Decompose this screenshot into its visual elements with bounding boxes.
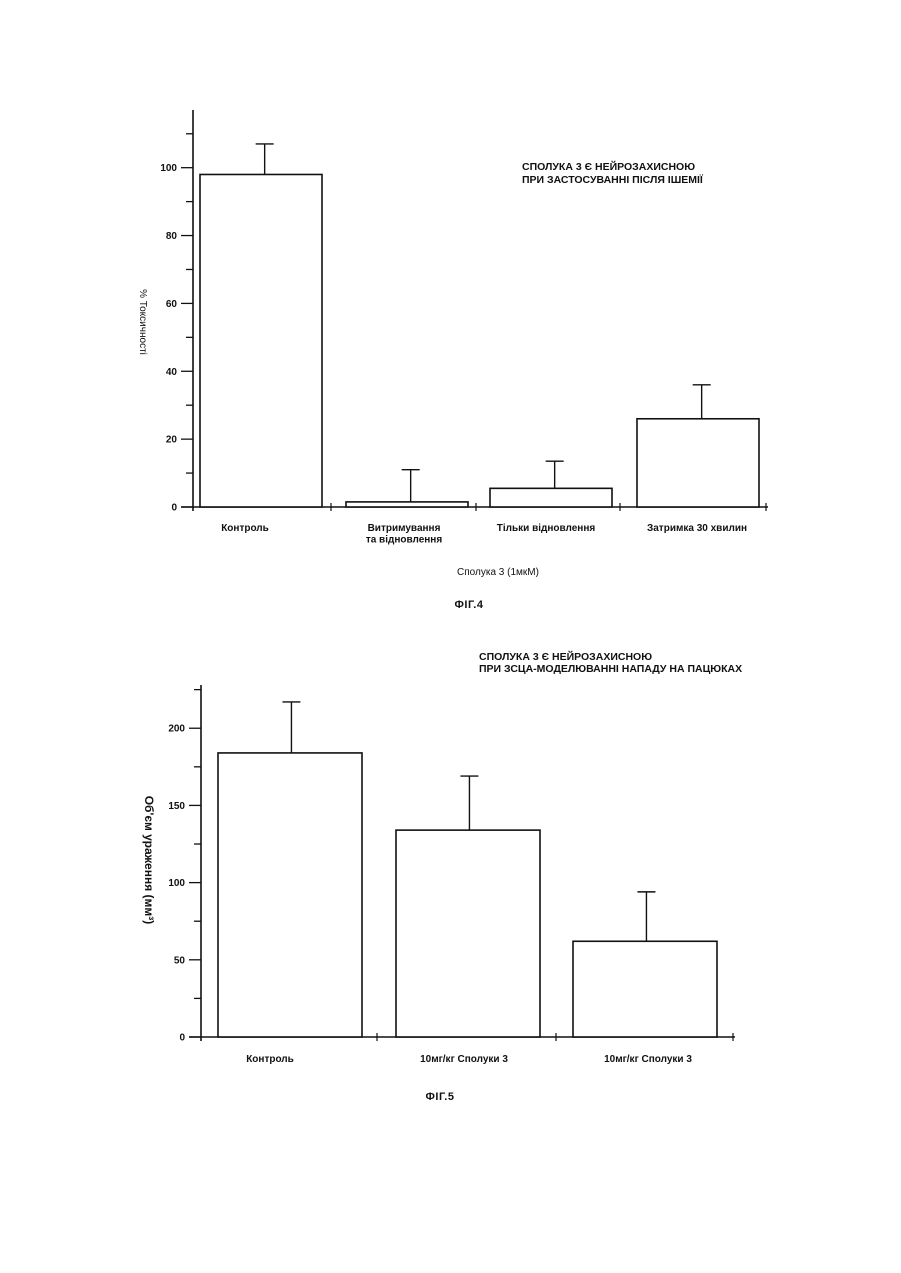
- chart2-title-line-1: СПОЛУКА 3 Є НЕЙРОЗАХИСНОЮ: [479, 650, 652, 663]
- bar-4: [637, 419, 759, 507]
- bar-1: [200, 174, 322, 507]
- chart1-x-axis-label: Сполука 3 (1мкМ): [457, 567, 539, 578]
- category-label-1: Контроль: [246, 1054, 294, 1065]
- category-label-4: Затримка 30 хвилин: [647, 523, 747, 534]
- bar-2: [396, 830, 540, 1037]
- bar-3: [490, 488, 612, 507]
- y-tick-label: 80: [166, 231, 178, 242]
- y-tick-label: 100: [168, 878, 185, 889]
- y-tick-label: 150: [168, 801, 185, 812]
- chart1-y-axis-label: % Токсичності: [137, 289, 148, 355]
- chart1-bars: [200, 144, 759, 507]
- category-label-1: Контроль: [221, 523, 269, 534]
- chart2-bars: [218, 702, 717, 1037]
- y-tick-label: 60: [166, 299, 178, 310]
- chart1-category-labels: Контроль Витримуваннята відновлення Тільки…: [221, 523, 747, 546]
- bar-1: [218, 753, 362, 1037]
- y-tick-label: 0: [171, 503, 177, 514]
- chart2-title-line-2: ПРИ ЗСЦА-МОДЕЛЮВАННІ НАПАДУ НА ПАЦЮКАХ: [479, 663, 742, 675]
- y-tick-label: 20: [166, 435, 178, 446]
- bar-2: [346, 502, 468, 507]
- y-tick-label: 200: [168, 724, 185, 735]
- chart-fig5: СПОЛУКА 3 Є НЕЙРОЗАХИСНОЮ ПРИ ЗСЦА-МОДЕЛ…: [142, 650, 742, 1103]
- chart1-title-line-2: ПРИ ЗАСТОСУВАННІ ПІСЛЯ ІШЕМІЇ: [522, 173, 704, 186]
- category-label-3: 10мг/кг Сполуки 3: [604, 1054, 692, 1065]
- chart2-category-labels: Контроль 10мг/кг Сполуки 3 10мг/кг Сполуки…: [246, 1054, 692, 1065]
- chart1-figure-label: ФІГ.4: [455, 599, 484, 611]
- category-label-2: Витримування: [368, 523, 441, 534]
- y-tick-label: 50: [174, 955, 186, 966]
- category-label-3: Тільки відновлення: [497, 523, 596, 534]
- chart1-title-line-1: СПОЛУКА 3 Є НЕЙРОЗАХИСНОЮ: [522, 160, 695, 173]
- y-tick-label: 0: [179, 1033, 185, 1044]
- y-tick-label: 100: [160, 163, 177, 174]
- chart-fig4: СПОЛУКА 3 Є НЕЙРОЗАХИСНОЮ ПРИ ЗАСТОСУВАН…: [137, 110, 768, 611]
- bar-3: [573, 941, 717, 1037]
- chart2-y-axis-label: Об'єм ураження (мм³): [142, 796, 156, 925]
- y-tick-label: 40: [166, 367, 178, 378]
- chart2-figure-label: ФІГ.5: [426, 1091, 455, 1103]
- category-label-2: 10мг/кг Сполуки 3: [420, 1054, 508, 1065]
- category-label-2: та відновлення: [366, 535, 443, 546]
